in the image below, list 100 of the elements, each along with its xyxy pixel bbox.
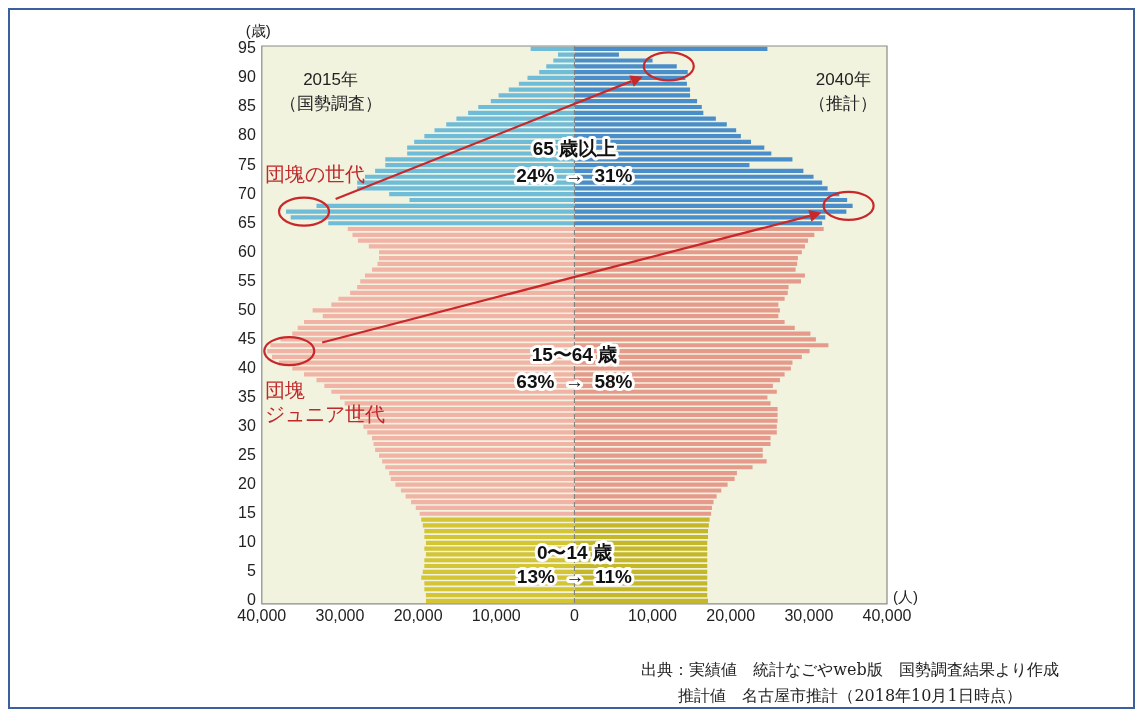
bar xyxy=(424,563,575,569)
bar xyxy=(297,325,575,330)
bar xyxy=(574,529,709,534)
bar xyxy=(574,534,709,540)
x-tick-label: 10,000 xyxy=(628,606,678,624)
bar xyxy=(574,104,702,110)
bar xyxy=(316,203,575,208)
y-tick-label: 70 xyxy=(238,184,256,202)
bar xyxy=(527,75,575,81)
bar xyxy=(574,500,714,505)
y-tick-label: 45 xyxy=(238,329,256,347)
annotation: ジュニア世代 xyxy=(264,403,385,426)
bar xyxy=(322,314,575,319)
y-tick-label: 35 xyxy=(238,387,256,405)
x-tick-label: 20,000 xyxy=(706,606,756,624)
bar xyxy=(574,285,789,290)
bar xyxy=(574,221,823,226)
bar xyxy=(328,221,575,226)
text: 推計値 名古屋市推計（2018年10月1日時点） xyxy=(678,685,1022,705)
bar xyxy=(304,319,575,325)
y-tick-label: 95 xyxy=(238,39,256,57)
bar xyxy=(574,192,840,197)
bar xyxy=(375,447,575,452)
y-tick-label: 10 xyxy=(238,533,256,551)
bar xyxy=(574,226,824,232)
bar xyxy=(409,197,575,203)
bar xyxy=(357,285,575,290)
bar xyxy=(539,70,575,75)
bar xyxy=(574,70,688,75)
y-tick-label: 40 xyxy=(238,358,256,376)
bar xyxy=(574,407,778,412)
x-tick-label: 20,000 xyxy=(393,606,443,624)
y-tick-label: 65 xyxy=(238,213,256,231)
y-tick-label: 85 xyxy=(238,97,256,115)
y-tick-label: 5 xyxy=(246,562,256,580)
y-tick-label: 90 xyxy=(238,68,256,86)
bar xyxy=(377,261,575,266)
bar xyxy=(390,476,575,481)
bar xyxy=(379,255,575,261)
bar xyxy=(530,46,575,51)
text: 2015年（国勢調査） xyxy=(279,69,382,113)
bar xyxy=(574,511,712,516)
y-tick-label: 75 xyxy=(238,155,256,173)
y-tick-label: 25 xyxy=(238,446,256,464)
annotation: 団塊 xyxy=(264,379,305,402)
bar xyxy=(574,325,795,330)
bar xyxy=(425,540,575,545)
y-tick-label: 0 xyxy=(246,591,256,609)
y-tick-label: 30 xyxy=(238,416,256,434)
bar xyxy=(468,110,575,115)
bar xyxy=(574,505,712,511)
x-tick-label: 40,000 xyxy=(862,606,912,624)
y-tick-label: 80 xyxy=(238,126,256,144)
bar xyxy=(574,447,763,452)
y-tick-label: 15 xyxy=(238,504,256,522)
bar xyxy=(574,163,750,168)
bar xyxy=(574,314,779,319)
bar xyxy=(347,226,575,232)
text: 2040年（推計） xyxy=(809,69,878,113)
bar xyxy=(574,197,848,203)
bar xyxy=(574,261,798,266)
y-tick-label: 50 xyxy=(238,300,256,318)
bar xyxy=(424,529,575,534)
y-tick-label: 60 xyxy=(238,242,256,260)
x-axis-title: (人) xyxy=(893,587,918,605)
bar xyxy=(574,441,771,447)
y-tick-label: 55 xyxy=(238,271,256,289)
source-note: 出典：実績値 統計なごやweb版 国勢調査結果より作成 xyxy=(641,659,1059,679)
x-tick-label: 30,000 xyxy=(315,606,365,624)
bar xyxy=(574,436,771,441)
y-axis-title: (歳) xyxy=(245,22,271,40)
bar xyxy=(574,110,704,115)
bar xyxy=(574,319,785,325)
bar xyxy=(574,470,737,476)
bar xyxy=(574,46,768,51)
bar xyxy=(574,203,853,208)
bar xyxy=(574,99,698,104)
bar xyxy=(415,505,575,511)
bar xyxy=(574,476,735,481)
bar xyxy=(352,232,575,237)
bar xyxy=(425,592,575,598)
bar xyxy=(424,534,575,540)
bar xyxy=(574,232,815,237)
bar xyxy=(574,412,778,418)
bar xyxy=(574,592,708,598)
bar xyxy=(419,511,575,516)
x-tick-label: 40,000 xyxy=(237,606,287,624)
x-tick-label: 30,000 xyxy=(784,606,834,624)
bar xyxy=(425,598,575,603)
annotation: 15〜64 歳 xyxy=(531,344,618,366)
x-tick-label: 10,000 xyxy=(471,606,521,624)
bar xyxy=(478,104,575,110)
bar xyxy=(389,470,575,476)
bar xyxy=(373,441,575,447)
x-tick-label: 0 xyxy=(569,606,579,624)
y-tick-label: 20 xyxy=(238,475,256,493)
bar xyxy=(371,436,575,441)
bar xyxy=(574,255,798,261)
annotation: 63% → 58% xyxy=(516,370,633,392)
bar xyxy=(574,598,709,603)
